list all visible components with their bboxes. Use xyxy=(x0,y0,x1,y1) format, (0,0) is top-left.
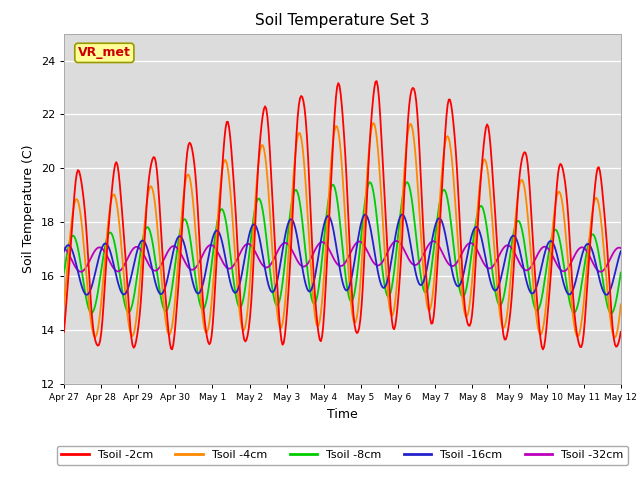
Legend: Tsoil -2cm, Tsoil -4cm, Tsoil -8cm, Tsoil -16cm, Tsoil -32cm: Tsoil -2cm, Tsoil -4cm, Tsoil -8cm, Tsoi… xyxy=(57,445,628,465)
Text: VR_met: VR_met xyxy=(78,47,131,60)
Y-axis label: Soil Temperature (C): Soil Temperature (C) xyxy=(22,144,35,273)
X-axis label: Time: Time xyxy=(327,408,358,420)
Title: Soil Temperature Set 3: Soil Temperature Set 3 xyxy=(255,13,429,28)
